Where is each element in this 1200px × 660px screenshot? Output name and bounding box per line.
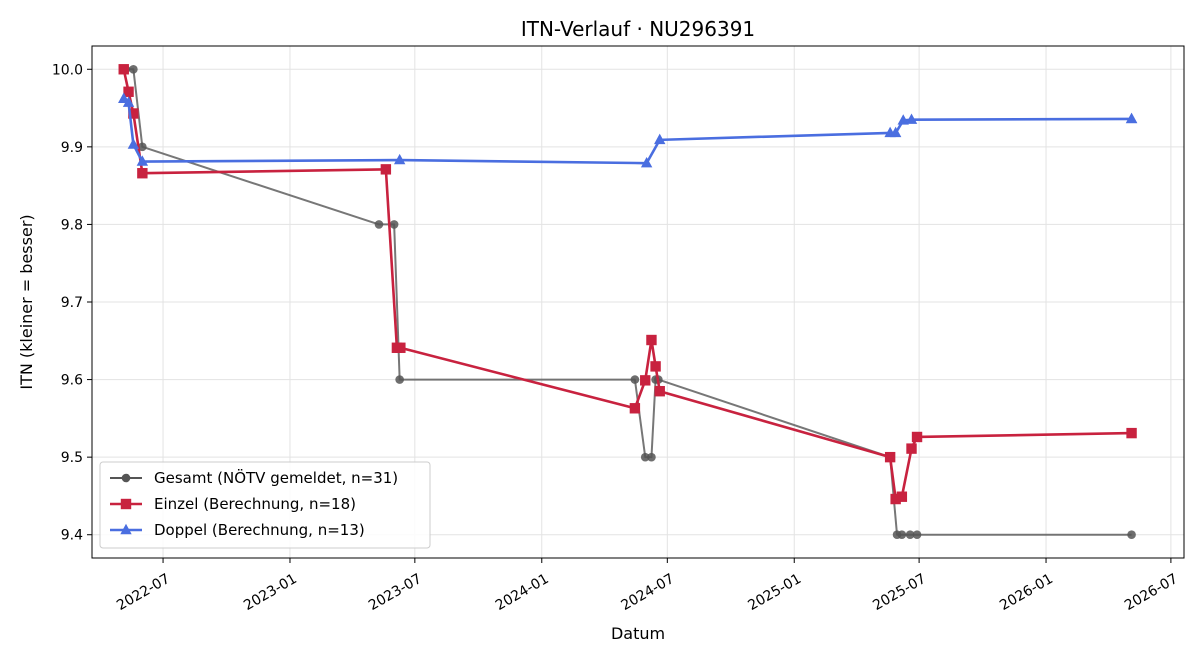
legend-label: Einzel (Berechnung, n=18) (154, 495, 356, 513)
data-point (380, 164, 392, 175)
y-tick-label: 9.4 (61, 528, 83, 544)
data-point (912, 530, 922, 540)
data-point (640, 375, 651, 386)
y-tick-label: 9.9 (61, 140, 83, 156)
data-point (389, 220, 399, 229)
data-point (128, 108, 139, 119)
data-point (393, 153, 406, 165)
legend-label: Doppel (Berechnung, n=13) (154, 521, 365, 539)
series-3 (118, 92, 1138, 168)
data-point (884, 451, 896, 463)
data-point (395, 342, 406, 353)
legend-swatch-marker (121, 473, 131, 483)
data-point (137, 168, 148, 179)
data-point (646, 334, 657, 346)
data-point (129, 64, 138, 74)
legend: Gesamt (NÖTV gemeldet, n=31) Einzel (Bere… (99, 461, 431, 549)
y-tick-label: 9.5 (61, 450, 83, 466)
legend-label: Gesamt (NÖTV gemeldet, n=31) (154, 468, 398, 487)
data-point (629, 403, 641, 414)
data-point (650, 361, 661, 372)
data-point (896, 491, 908, 502)
data-point (374, 220, 384, 229)
data-point (123, 86, 134, 97)
chart-title: ITN-Verlauf · NU296391 (521, 17, 755, 41)
data-point (654, 133, 666, 145)
legend-box (99, 461, 431, 549)
data-point (905, 113, 918, 124)
y-axis-label: ITN (kleiner = besser) (17, 214, 36, 389)
data-point (640, 452, 650, 462)
data-point (647, 452, 656, 462)
data-point (395, 375, 404, 384)
data-point (1127, 530, 1136, 540)
data-point (118, 64, 129, 75)
data-point (122, 96, 135, 107)
data-point (911, 431, 923, 443)
data-point (138, 142, 147, 152)
y-tick-label: 10.0 (52, 62, 83, 78)
data-point (654, 386, 665, 397)
legend-swatch-marker (120, 523, 132, 535)
data-point (640, 156, 653, 168)
x-axis-label: Datum (611, 624, 665, 643)
series-group (118, 64, 1138, 540)
data-point (897, 530, 907, 540)
data-point (630, 375, 640, 384)
data-point (1126, 427, 1137, 439)
data-point (905, 530, 915, 540)
data-point (890, 493, 901, 505)
y-tick-label: 9.8 (61, 217, 83, 233)
data-point (1125, 112, 1138, 124)
data-point (136, 155, 149, 166)
legend-swatch-marker (120, 498, 132, 510)
data-point (127, 138, 140, 149)
y-tick-label: 9.6 (61, 373, 83, 389)
data-point (897, 114, 909, 125)
y-tick-label: 9.7 (61, 295, 83, 311)
y-axis-ticks: 9.4 9.5 9.6 9.7 9.8 9.9 10.0 (52, 62, 92, 544)
data-point (889, 126, 902, 138)
data-point (906, 443, 917, 454)
